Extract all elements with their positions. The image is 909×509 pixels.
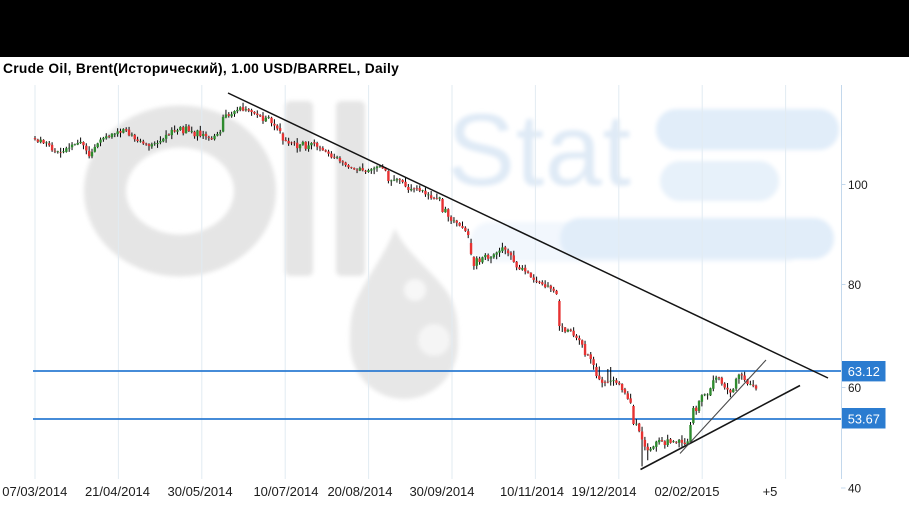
svg-text:63.12: 63.12 [848, 364, 880, 379]
svg-text:53.67: 53.67 [848, 412, 880, 427]
svg-text:60: 60 [848, 381, 862, 395]
svg-text:40: 40 [848, 482, 862, 496]
svg-text:Stat: Stat [447, 93, 632, 207]
svg-text:21/04/2014: 21/04/2014 [85, 484, 150, 499]
svg-text:19/12/2014: 19/12/2014 [571, 484, 636, 499]
svg-text:80: 80 [848, 278, 862, 292]
svg-text:02/02/2015: 02/02/2015 [654, 484, 719, 499]
svg-text:10/07/2014: 10/07/2014 [253, 484, 318, 499]
svg-text:30/09/2014: 30/09/2014 [409, 484, 474, 499]
svg-text:20/08/2014: 20/08/2014 [327, 484, 392, 499]
svg-text:Crude Oil, Brent(Исторический): Crude Oil, Brent(Исторический), 1.00 USD… [3, 61, 399, 76]
svg-text:07/03/2014: 07/03/2014 [2, 484, 67, 499]
svg-text:+5: +5 [763, 484, 778, 499]
svg-text:10/11/2014: 10/11/2014 [500, 484, 564, 499]
svg-text:30/05/2014: 30/05/2014 [168, 484, 233, 499]
svg-text:100: 100 [848, 178, 868, 192]
